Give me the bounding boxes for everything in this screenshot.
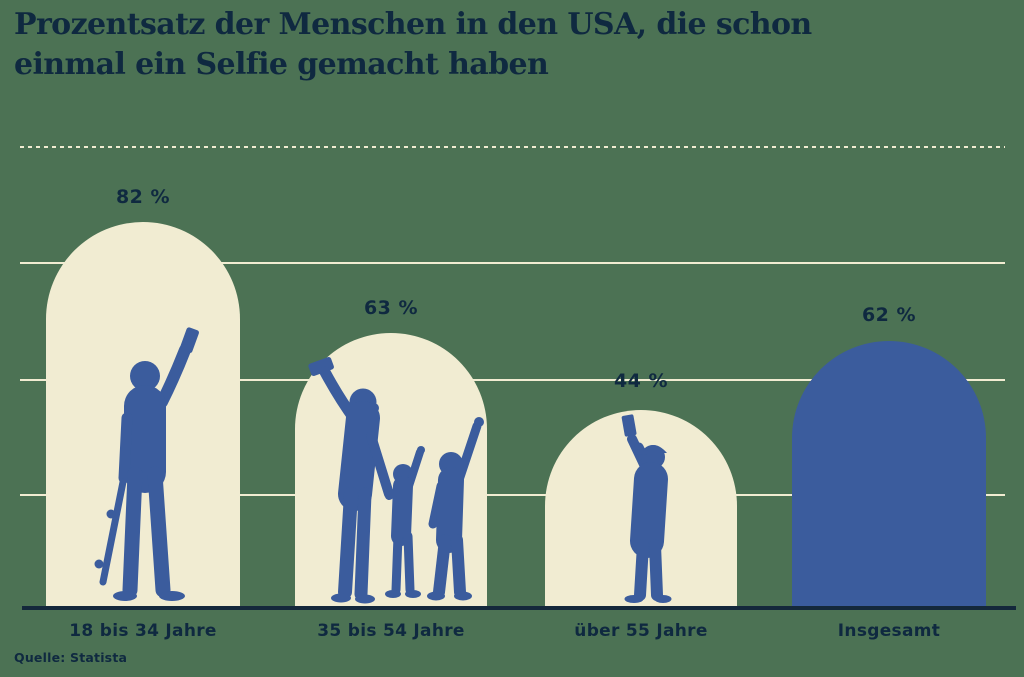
gridline-50-percent: [20, 379, 1005, 381]
silhouette-young-man-skateboard-icon: [94, 327, 199, 601]
silhouette-older-man-cap-icon: [621, 414, 672, 603]
silhouette-family-selfie-icon: [308, 356, 484, 604]
chart-title-line2: einmal ein Selfie gemacht haben: [14, 47, 549, 82]
value-label-insgesamt: 62 %: [861, 304, 917, 326]
category-label-over-55: über 55 Jahre: [574, 621, 708, 641]
chart-title-line1: Prozentsatz der Menschen in den USA, die…: [14, 7, 812, 42]
source-caption: Quelle: Statista: [14, 650, 128, 665]
gridline-75-percent: [20, 262, 1005, 264]
category-label-18-34: 18 bis 34 Jahre: [69, 621, 217, 641]
chart-title: Prozentsatz der Menschen in den USA, die…: [14, 5, 954, 85]
category-label-35-54: 35 bis 54 Jahre: [317, 621, 465, 641]
category-label-insgesamt: Insgesamt: [837, 621, 941, 641]
x-axis-baseline: [22, 606, 1016, 610]
gridline-25-percent: [20, 494, 1005, 496]
value-label-35-54: 63 %: [363, 297, 419, 319]
bar-insgesamt: [792, 341, 986, 606]
value-label-18-34: 82 %: [115, 186, 171, 208]
gridline-100-percent: [20, 146, 1005, 148]
value-label-over-55: 44 %: [613, 370, 669, 392]
